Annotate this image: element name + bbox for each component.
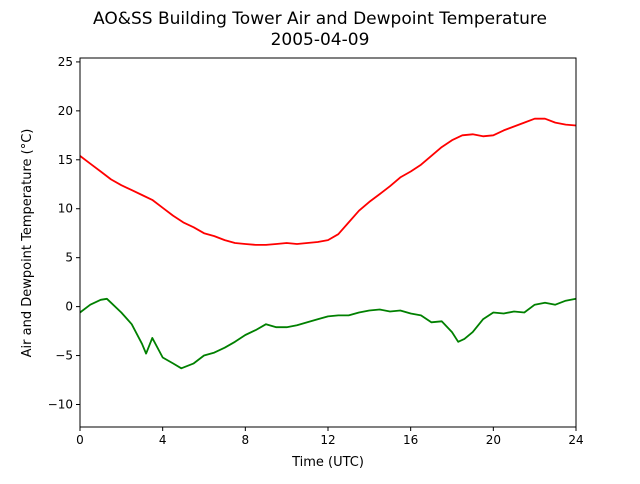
x-tick-label: 0 [76, 433, 84, 447]
x-tick-label: 20 [486, 433, 501, 447]
chart-title: AO&SS Building Tower Air and Dewpoint Te… [93, 9, 547, 29]
y-axis-label: Air and Dewpoint Temperature (°C) [20, 129, 35, 358]
x-tick-label: 8 [242, 433, 250, 447]
y-tick-label: 15 [58, 153, 73, 167]
ticks-layer: 0 4 8 12 16 20 24 −10 −5 0 5 10 15 20 25 [48, 55, 584, 447]
x-tick-label: 16 [403, 433, 418, 447]
series-line-1 [79, 117, 577, 246]
series-layer [79, 117, 577, 370]
y-tick-label: 0 [65, 300, 73, 314]
y-tick-label: −10 [48, 397, 73, 411]
y-tick-label: 10 [58, 202, 73, 216]
chart-subtitle: 2005-04-09 [271, 30, 370, 50]
x-axis-label: Time (UTC) [291, 455, 364, 470]
plot-area-frame [79, 57, 577, 428]
y-tick-label: 5 [65, 251, 73, 265]
x-tick-label: 12 [320, 433, 335, 447]
y-tick-label: 20 [58, 104, 73, 118]
x-tick-label: 4 [159, 433, 167, 447]
y-tick-label: −5 [55, 349, 73, 363]
series-line-2 [79, 297, 577, 370]
x-tick-label: 24 [568, 433, 583, 447]
y-tick-label: 25 [58, 55, 73, 69]
